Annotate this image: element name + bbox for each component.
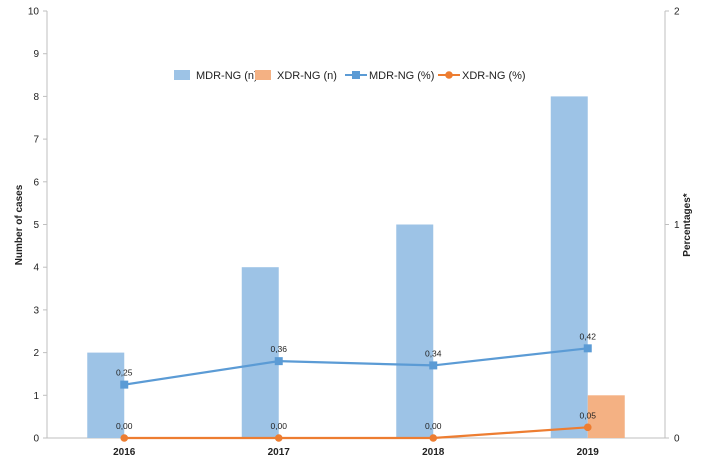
x-tick-label: 2018: [422, 447, 445, 458]
data-label: 0,00: [425, 421, 442, 431]
y-tick-label: 0: [33, 434, 39, 445]
bar: [241, 267, 279, 438]
y-tick-label: 5: [33, 220, 39, 231]
y2-tick-label: 1: [674, 220, 680, 231]
x-tick-label: 2016: [113, 447, 136, 458]
y-tick-label: 9: [33, 49, 39, 60]
point-marker: [429, 434, 438, 442]
bar: [587, 395, 625, 438]
point-marker: [429, 361, 438, 370]
bar: [87, 352, 125, 438]
data-label: 0,34: [425, 348, 442, 358]
x-tick-label: 2017: [268, 447, 291, 458]
legend-marker: [352, 71, 360, 79]
legend-label: MDR-NG (n): [196, 70, 258, 82]
legend-label: MDR-NG (%): [369, 70, 434, 82]
data-label: 0,25: [116, 368, 133, 378]
point-marker: [274, 357, 283, 366]
legend: MDR-NG (n) XDR-NG (n) MDR-NG (%) XDR-NG (%): [174, 70, 526, 82]
ticks: 0 1 2 3 4 5 6 7 8 9 10 0 1 2 2016 2017 2018 2019: [28, 7, 680, 459]
series-line: [124, 347, 588, 386]
point-marker: [120, 434, 129, 442]
point-marker: [274, 434, 283, 442]
y2-tick-label: 2: [674, 7, 680, 18]
legend-label: XDR-NG (n): [277, 70, 337, 82]
y-axis-title: Number of cases: [14, 184, 25, 265]
legend-swatch: [174, 70, 190, 80]
y2-axis-title: Percentages*: [682, 193, 693, 256]
y-tick-label: 2: [33, 348, 39, 359]
y-tick-label: 6: [33, 177, 39, 188]
data-label: 0,36: [270, 344, 287, 354]
y-tick-label: 8: [33, 92, 39, 103]
y2-tick-label: 0: [674, 434, 680, 445]
y-tick-label: 1: [33, 391, 39, 402]
bar: [550, 96, 588, 439]
data-label: 0,00: [116, 421, 133, 431]
y-tick-label: 7: [33, 135, 39, 146]
point-marker: [120, 380, 129, 389]
series-line: [124, 426, 588, 440]
bars: [87, 96, 625, 439]
point-marker: [583, 423, 592, 432]
lines: 0,25 0,36 0,34 0,42 0,00 0,00 0,00 0,05: [116, 331, 596, 442]
legend-swatch: [255, 70, 271, 80]
y-tick-label: 10: [28, 7, 40, 18]
legend-marker: [445, 71, 453, 79]
data-label: 0,05: [579, 410, 596, 420]
x-tick-label: 2019: [577, 447, 600, 458]
bar: [396, 224, 434, 438]
y-tick-label: 4: [33, 263, 39, 274]
data-label: 0,42: [579, 331, 596, 341]
legend-label: XDR-NG (%): [462, 70, 526, 82]
point-marker: [583, 344, 592, 353]
data-label: 0,00: [270, 421, 287, 431]
y-tick-label: 3: [33, 305, 39, 316]
